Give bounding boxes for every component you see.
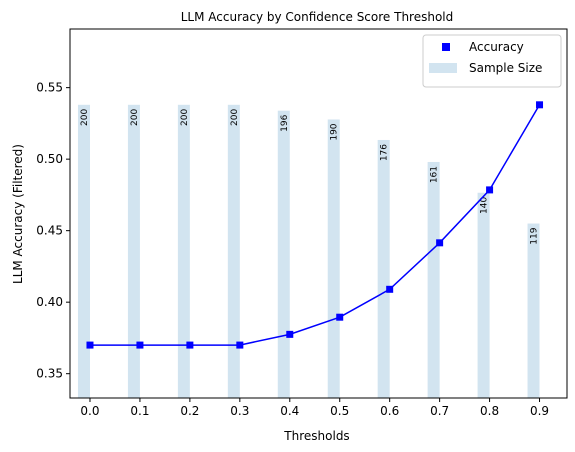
legend-sample-size-label: Sample Size [469,61,542,75]
accuracy-point [136,341,144,349]
x-axis-label: Thresholds [283,429,349,443]
sample-size-bar [127,104,140,399]
sample-size-bar [277,110,290,398]
x-tick-label: 0.2 [180,404,199,418]
y-tick-label: 0.50 [36,152,63,166]
y-tick-label: 0.40 [36,295,63,309]
sample-size-label: 140 [480,196,490,213]
accuracy-point [86,341,94,349]
sample-size-bar [377,139,390,398]
x-tick-label: 0.9 [530,404,549,418]
accuracy-point [436,239,444,247]
x-tick-label: 0.5 [330,404,349,418]
legend-accuracy-marker [442,43,450,51]
chart-title: LLM Accuracy by Confidence Score Thresho… [181,10,454,24]
y-tick-label: 0.45 [36,224,63,238]
y-tick-label: 0.55 [36,81,63,95]
legend-box [422,34,562,88]
sample-size-bar [77,104,90,399]
sample-size-label: 200 [80,109,90,126]
sample-size-bar [427,161,440,398]
sample-size-label: 196 [280,114,290,131]
legend-accuracy-label: Accuracy [469,40,524,54]
sample-size-bar [527,223,540,398]
accuracy-point [486,186,494,194]
sample-size-label: 176 [380,144,390,161]
sample-size-bar [477,192,490,398]
sample-size-label: 200 [230,109,240,126]
x-tick-label: 0.1 [130,404,149,418]
accuracy-point [286,330,294,338]
sample-size-label: 190 [330,123,340,140]
x-tick-label: 0.6 [380,404,399,418]
y-axis-label: LLM Accuracy (Filtered) [11,144,25,284]
accuracy-line [89,104,541,346]
sample-size-label: 119 [530,227,540,244]
accuracy-point [236,341,244,349]
y-tick-label: 0.35 [36,367,63,381]
plot-frame [69,28,568,399]
x-tick-label: 0.0 [80,404,99,418]
accuracy-point [336,313,344,321]
x-tick-label: 0.4 [280,404,299,418]
x-tick-label: 0.8 [480,404,499,418]
sample-size-bar [327,119,340,398]
x-tick-label: 0.7 [430,404,449,418]
accuracy-point [186,341,194,349]
legend: Accuracy Sample Size [422,34,562,88]
sample-size-bar [177,104,190,399]
sample-size-label: 200 [180,109,190,126]
accuracy-point [536,101,544,109]
sample-size-label: 161 [430,166,440,183]
plot-area: 200 200 200 200 196 190 176 161 140 119 0.0 0.1 0.2 0… [36,81,549,418]
accuracy-point [386,285,394,293]
legend-sample-size-swatch [429,63,457,73]
sample-size-label: 200 [130,109,140,126]
x-tick-label: 0.3 [230,404,249,418]
sample-size-bar [227,104,240,399]
